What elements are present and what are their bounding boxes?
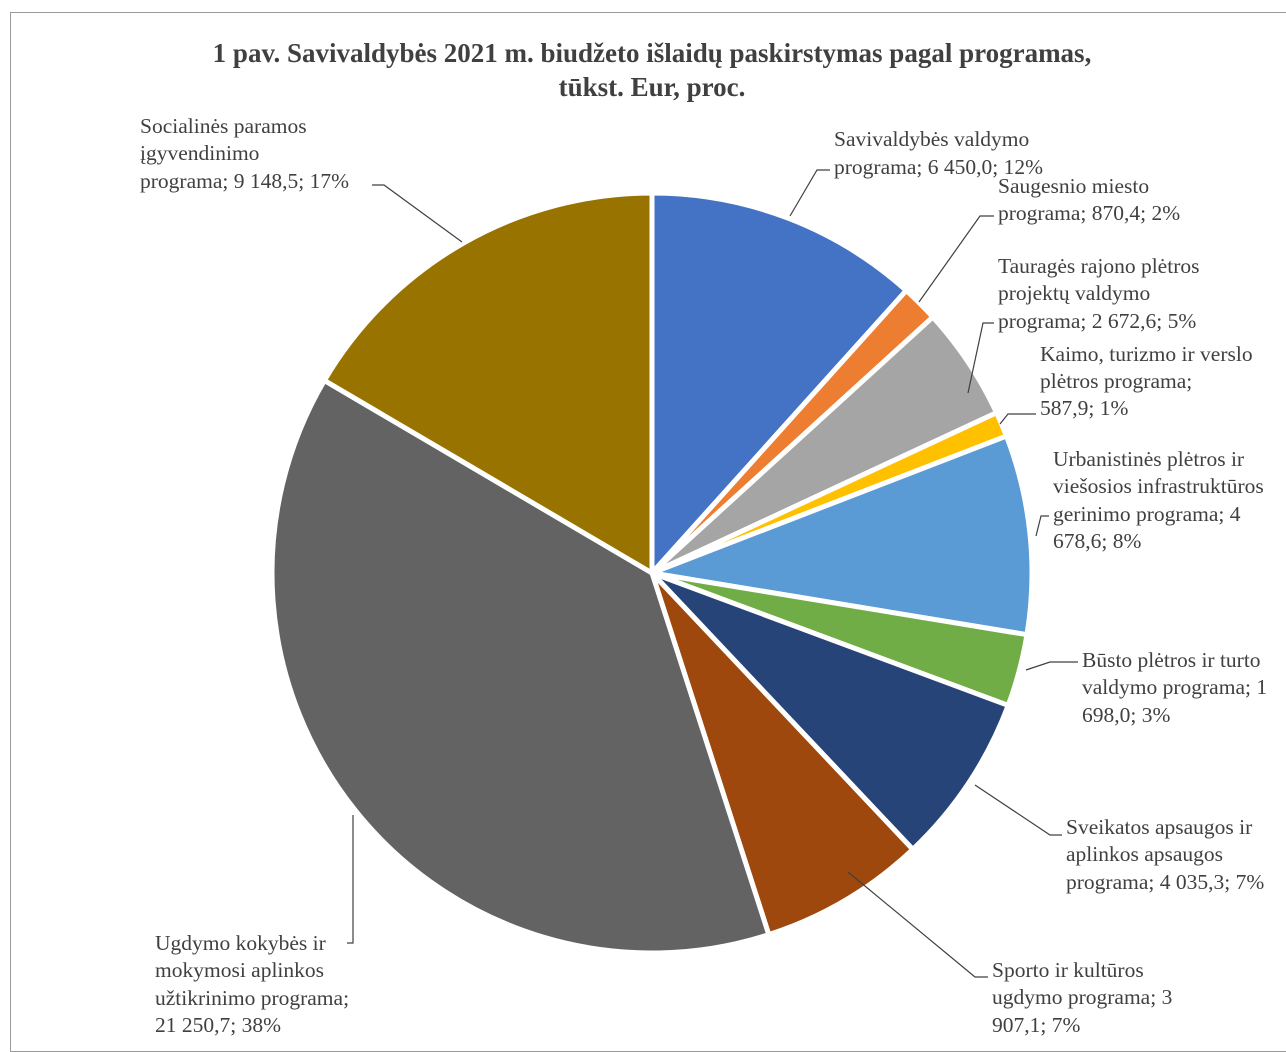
data-label-line: programa; 870,4; 2%	[998, 201, 1180, 225]
leader-line-savivaldybes-valdymo	[789, 169, 830, 217]
data-label-sporto-ir-kulturos: Sporto ir kultūros ugdymo programa; 3 907,…	[992, 958, 1172, 1036]
data-label-line: Saugesnio miesto	[998, 174, 1149, 198]
chart-title-line: 1 pav. Savivaldybės 2021 m. biudžeto išl…	[213, 38, 1092, 68]
data-label-busto-pletros: Būsto plėtros ir turto valdymo programa; …	[1082, 648, 1267, 727]
pie-slice-savivaldybes-valdymo[interactable]	[649, 190, 910, 580]
leader-lines	[347, 169, 1078, 978]
data-label-line: Urbanistinės plėtros ir	[1053, 447, 1244, 471]
data-label-line: programa; 6 450,0; 12%	[834, 155, 1043, 179]
pie-slice-socialines-paramos[interactable]	[320, 190, 655, 578]
data-label-saugesnio-miesto: Saugesnio miesto programa; 870,4; 2%	[998, 174, 1180, 225]
data-label-line: gerinimo programa; 4	[1053, 502, 1241, 526]
data-label-line: Kaimo, turizmo ir verslo	[1040, 342, 1253, 366]
data-label-line: Savivaldybės valdymo	[834, 127, 1029, 151]
data-label-line: 907,1; 7%	[992, 1013, 1080, 1036]
data-label-line: 678,6; 8%	[1053, 529, 1141, 553]
leader-line-busto-pletros	[1025, 661, 1078, 671]
leader-line-kaimo-turizmo-verslo	[999, 413, 1036, 425]
leader-line-sporto-ir-kulturos	[847, 871, 988, 978]
data-label-line: Tauragės rajono plėtros	[998, 254, 1199, 278]
data-label-taurages-rajono-pletros: Tauragės rajono plėtros projektų valdymo p…	[998, 254, 1199, 333]
data-label-line: 698,0; 3%	[1082, 703, 1170, 727]
pie-slices	[269, 190, 1035, 956]
data-label-sveikatos-apsaugos: Sveikatos apsaugos ir aplinkos apsaugos pr…	[1066, 815, 1264, 894]
data-label-kaimo-turizmo-verslo: Kaimo, turizmo ir verslo plėtros programa…	[1040, 342, 1253, 420]
data-label-line: mokymosi aplinkos	[155, 958, 324, 982]
data-label-line: plėtros programa;	[1040, 369, 1192, 393]
chart-title: 1 pav. Savivaldybės 2021 m. biudžeto išl…	[213, 38, 1092, 102]
pie-slice-urbanistines-pletros[interactable]	[642, 432, 1035, 638]
data-label-line: Sporto ir kultūros	[992, 958, 1144, 982]
data-label-line: aplinkos apsaugos	[1066, 842, 1223, 866]
data-label-socialines-paramos: Socialinės paramos įgyvendinimo programa; …	[140, 114, 349, 193]
chart-title-line: tūkst. Eur, proc.	[559, 72, 746, 102]
data-label-line: 587,9; 1%	[1040, 396, 1128, 420]
data-label-line: viešosios infrastruktūros	[1053, 474, 1264, 498]
pie-slice-sporto-ir-kulturos[interactable]	[649, 571, 917, 938]
data-label-line: programa; 4 035,3; 7%	[1066, 870, 1264, 894]
leader-line-saugesnio-miesto	[918, 215, 994, 303]
data-label-line: Sveikatos apsaugos ir	[1066, 815, 1252, 839]
leader-line-taurages-rajono-pletros	[967, 322, 994, 394]
pie-slice-ugdymo-kokybes[interactable]	[269, 377, 772, 956]
data-label-line: Būsto plėtros ir turto	[1082, 648, 1261, 672]
data-label-savivaldybes-valdymo: Savivaldybės valdymo programa; 6 450,0; 1…	[834, 127, 1043, 179]
data-label-line: projektų valdymo	[998, 281, 1150, 305]
data-label-line: ugdymo programa; 3	[992, 985, 1172, 1009]
data-label-line: Socialinės paramos	[140, 114, 307, 138]
data-label-ugdymo-kokybes: Ugdymo kokybės ir mokymosi aplinkos užtikr…	[155, 931, 349, 1036]
leader-line-urbanistines-pletros	[1035, 515, 1049, 537]
data-label-line: valdymo programa; 1	[1082, 675, 1267, 699]
leader-line-ugdymo-kokybes	[347, 815, 354, 944]
pie-slice-sveikatos-apsaugos[interactable]	[650, 570, 1012, 853]
data-label-line: įgyvendinimo	[140, 141, 259, 165]
data-label-line: užtikrinimo programa;	[155, 986, 349, 1010]
data-labels: Savivaldybės valdymo programa; 6 450,0; 1…	[140, 114, 1267, 1036]
data-label-line: programa; 2 672,6; 5%	[998, 309, 1196, 333]
leader-line-sveikatos-apsaugos	[974, 784, 1062, 836]
data-label-line: 21 250,7; 38%	[155, 1013, 281, 1036]
data-label-line: programa; 9 148,5; 17%	[140, 169, 349, 193]
data-label-urbanistines-pletros: Urbanistinės plėtros ir viešosios infrast…	[1053, 447, 1264, 553]
data-label-line: Ugdymo kokybės ir	[155, 931, 326, 955]
leader-line-socialines-paramos	[372, 184, 463, 243]
